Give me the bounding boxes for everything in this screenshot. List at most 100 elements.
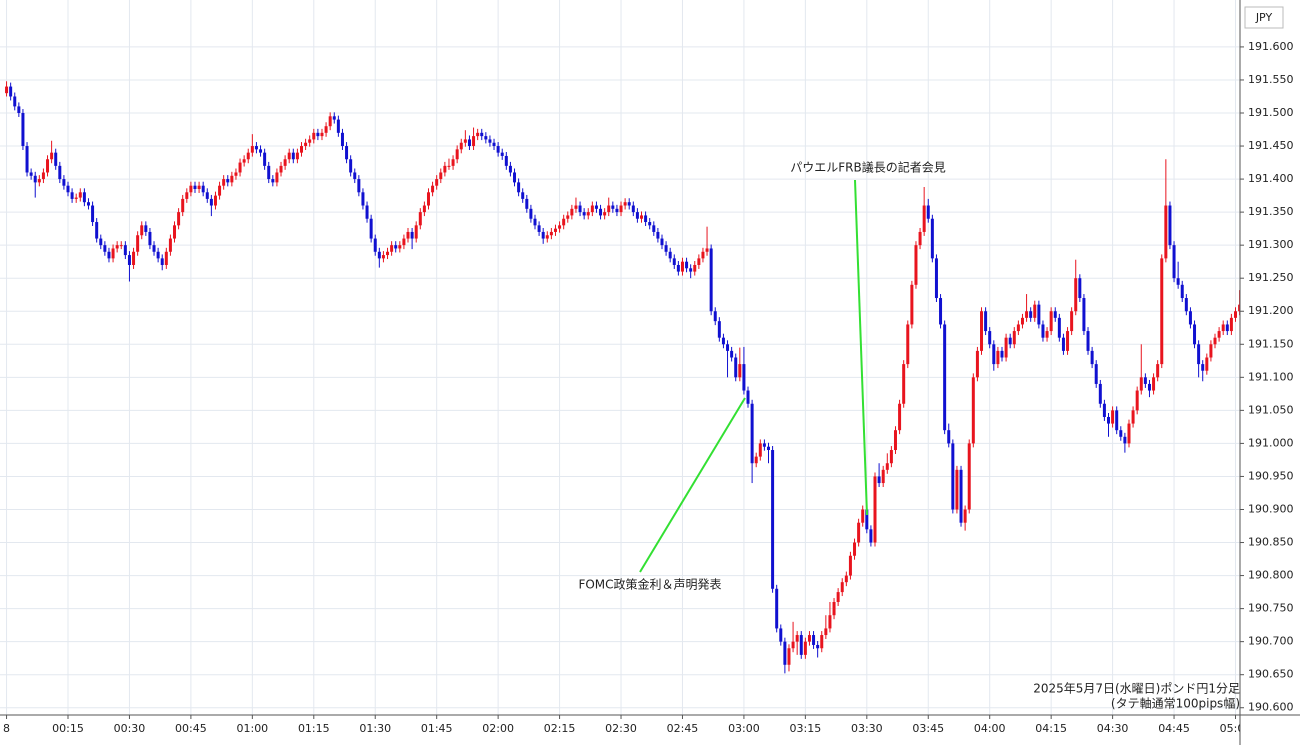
candle-body	[316, 132, 320, 137]
candle-body	[398, 245, 402, 249]
candle-body	[603, 212, 607, 216]
candle-body	[648, 222, 652, 226]
candle-body	[1139, 377, 1143, 391]
candle-body	[349, 159, 353, 173]
candle-body	[726, 344, 730, 351]
candle-body	[480, 132, 484, 137]
candle-body	[123, 245, 127, 256]
candle-body	[590, 205, 594, 213]
candle-body	[308, 139, 312, 143]
candle-body	[521, 192, 525, 199]
candle-body	[238, 162, 242, 173]
y-tick-label: 190.900	[1248, 502, 1294, 515]
candle-body	[365, 205, 369, 219]
candle-body	[1020, 317, 1024, 325]
candle-body	[893, 430, 897, 451]
candle-body	[492, 142, 496, 147]
candle-body	[50, 152, 54, 160]
candle-body	[336, 119, 340, 133]
candle-body	[943, 324, 947, 431]
candle-body	[1176, 278, 1180, 285]
candle-body	[766, 446, 770, 451]
y-tick-label: 191.300	[1248, 238, 1294, 251]
y-tick-label: 191.500	[1248, 106, 1294, 119]
y-tick-label: 191.150	[1248, 337, 1294, 350]
candle-body	[1172, 245, 1176, 279]
candle-body	[820, 635, 824, 649]
candle-body	[1184, 298, 1188, 312]
y-tick-label: 191.000	[1248, 436, 1294, 449]
candle-body	[832, 602, 836, 616]
candle-body	[1000, 350, 1004, 358]
candle-body	[1131, 410, 1135, 424]
y-tick-label: 190.850	[1248, 536, 1294, 549]
candle-body	[926, 205, 930, 219]
candle-body	[1008, 337, 1012, 345]
candle-body	[734, 357, 738, 378]
candle-body	[107, 251, 111, 259]
candle-body	[144, 225, 148, 232]
candle-body	[467, 139, 471, 147]
x-tick-label: 01:15	[298, 722, 330, 735]
candle-body	[1221, 324, 1225, 332]
candle-body	[218, 185, 222, 196]
candle-body	[807, 635, 811, 642]
candle-body	[435, 179, 439, 186]
candle-body	[857, 522, 861, 543]
candle-body	[599, 208, 603, 216]
candle-body	[1238, 304, 1240, 312]
x-tick-label: 00:15	[52, 722, 84, 735]
x-tick-label: 00:30	[114, 722, 146, 735]
candle-body	[127, 255, 131, 265]
candle-body	[111, 248, 115, 259]
candle-body	[988, 331, 992, 345]
candle-body	[74, 197, 78, 199]
candle-body	[1217, 331, 1221, 338]
y-tick-label: 191.550	[1248, 73, 1294, 86]
candle-body	[488, 139, 492, 143]
candle-body	[324, 126, 328, 133]
annotation: FOMC政策金利＆声明発表	[578, 577, 721, 592]
candle-body	[357, 179, 361, 193]
candle-body	[21, 112, 25, 147]
x-tick-label: 02:45	[667, 722, 699, 735]
candle-body	[25, 146, 29, 173]
candle-body	[1229, 317, 1233, 332]
candle-body	[570, 208, 574, 216]
candle-body	[545, 235, 549, 239]
candle-body	[775, 588, 779, 629]
x-tick-label: 02:30	[605, 722, 637, 735]
candle-body	[967, 443, 971, 510]
y-tick-label: 191.200	[1248, 304, 1294, 317]
candle-body	[607, 205, 611, 213]
x-tick-label: 01:00	[236, 722, 268, 735]
candle-body	[652, 225, 656, 232]
candle-body	[402, 238, 406, 246]
x-tick-label: 03:45	[912, 722, 944, 735]
candle-body	[254, 146, 258, 150]
candle-body	[443, 165, 447, 173]
y-tick-label: 191.100	[1248, 370, 1294, 383]
candle-body	[500, 152, 504, 156]
candle-body	[1205, 357, 1209, 371]
candle-body	[168, 238, 172, 252]
candle-body	[136, 235, 140, 252]
candle-body	[799, 635, 803, 655]
candle-body	[410, 231, 414, 239]
candle-body	[340, 132, 344, 147]
y-tick-label: 190.600	[1248, 701, 1294, 714]
x-tick-label: 8	[3, 722, 10, 735]
candle-body	[455, 149, 459, 160]
y-tick-label: 190.700	[1248, 635, 1294, 648]
candle-body	[279, 165, 283, 173]
candle-body	[914, 245, 918, 285]
candle-body	[9, 86, 13, 97]
candle-body	[197, 185, 201, 189]
candle-body	[250, 146, 254, 153]
candle-body	[1078, 278, 1082, 299]
candle-body	[1201, 364, 1205, 371]
candle-body	[934, 258, 938, 299]
candle-body	[840, 582, 844, 593]
candle-body	[578, 205, 582, 213]
candle-body	[332, 116, 336, 120]
